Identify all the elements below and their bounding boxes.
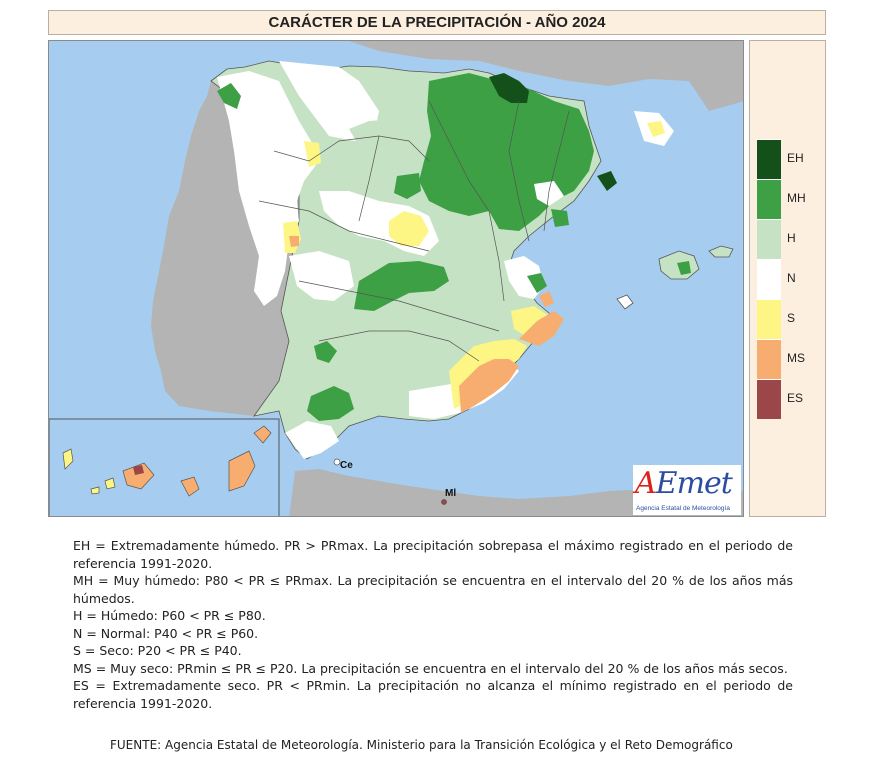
legend-swatch xyxy=(757,219,781,259)
zone-ms-murcia xyxy=(519,311,564,346)
africa-land xyxy=(289,469,743,516)
definition-item: H = Húmedo: P60 < PR ≤ P80. xyxy=(73,608,266,623)
island-grancanaria xyxy=(180,476,200,497)
legend-label: S xyxy=(787,311,796,325)
legend-label: ES xyxy=(787,391,804,405)
island-tenerife-es xyxy=(133,465,144,475)
zone-s-cat xyxy=(647,121,665,137)
map-title: CARÁCTER DE LA PRECIPITACIÓN - AÑO 2024 xyxy=(48,10,826,35)
aemet-logo-word: AEmet xyxy=(635,466,733,501)
zone-normal-center xyxy=(279,61,379,141)
island-lanzarote xyxy=(253,425,272,444)
zone-normal-sw xyxy=(285,421,339,459)
zone-mh-levante xyxy=(527,273,547,293)
legend-label: N xyxy=(787,271,796,285)
ceuta-label: Ce xyxy=(340,460,353,471)
legend-swatch xyxy=(757,139,781,179)
region-boundaries xyxy=(258,100,570,362)
island-fuerteventura xyxy=(228,450,256,492)
zone-ms-ext xyxy=(289,236,299,247)
zone-mh-cuenca xyxy=(394,173,421,199)
island-tenerife xyxy=(122,462,155,490)
legend-item-n: N xyxy=(757,259,819,299)
legend-item-ms: MS xyxy=(757,339,819,379)
map-panel: Ce Ml AEmet Agencia Estatal de Meteorolo… xyxy=(48,40,744,517)
legend-label: MS xyxy=(787,351,805,365)
definition-item: S = Seco: P20 < PR ≤ P40. xyxy=(73,643,242,658)
zone-eh-cat xyxy=(597,171,617,191)
island-lapalma xyxy=(62,448,74,470)
zone-mh-galicia xyxy=(217,83,241,109)
legend-label: EH xyxy=(787,151,804,165)
definition-item: MS = Muy seco: PRmin ≤ PR ≤ P20. La prec… xyxy=(73,660,788,676)
island-hierro xyxy=(90,486,100,495)
island-lagomera xyxy=(104,477,116,490)
definition-item: MH = Muy húmedo: P80 < PR ≤ PRmax. La pr… xyxy=(73,573,793,606)
definition-item: ES = Extremadamente seco. PR < PRmin. La… xyxy=(73,678,793,711)
aemet-logo: AEmet Agencia Estatal de Meteorología xyxy=(633,465,741,515)
legend-label: MH xyxy=(787,191,806,205)
zone-s-madrid xyxy=(389,211,429,246)
zone-mh-leon xyxy=(349,119,421,159)
legend-panel: EH MH H N S MS ES xyxy=(749,40,826,517)
island-ibiza xyxy=(616,294,634,310)
zone-mh-sierra xyxy=(314,341,337,363)
legend-label: H xyxy=(787,231,796,245)
legend-swatch xyxy=(757,299,781,339)
aemet-logo-subtitle: Agencia Estatal de Meteorología xyxy=(636,505,730,512)
ceuta-marker xyxy=(333,458,341,466)
legend-item-eh: EH xyxy=(757,139,819,179)
legend-swatch xyxy=(757,339,781,379)
zone-mh-valencia xyxy=(551,209,569,227)
melilla-label: Ml xyxy=(445,488,457,499)
zone-ms-southeast xyxy=(459,359,519,413)
melilla-marker xyxy=(441,499,447,505)
legend-swatch xyxy=(757,259,781,299)
legend-item-mh: MH xyxy=(757,179,819,219)
definition-item: EH = Extremadamente húmedo. PR > PRmax. … xyxy=(73,538,793,571)
legend-item-h: H xyxy=(757,219,819,259)
zone-eh-basque xyxy=(489,73,529,103)
legend-item-es: ES xyxy=(757,379,819,419)
legend-item-s: S xyxy=(757,299,819,339)
legend-swatch xyxy=(757,179,781,219)
zone-normal-east xyxy=(504,256,544,299)
definitions-block: EH = Extremadamente húmedo. PR > PRmax. … xyxy=(73,537,793,712)
france-land xyxy=(349,41,743,111)
zone-mh-south xyxy=(307,386,354,421)
precipitation-map xyxy=(49,41,743,516)
island-mallorca-mh xyxy=(677,261,691,275)
legend-swatch xyxy=(757,379,781,419)
zone-mh-center xyxy=(354,261,449,311)
island-menorca xyxy=(708,245,734,258)
definition-item: N = Normal: P40 < PR ≤ P60. xyxy=(73,625,259,641)
zone-ms-alicante xyxy=(539,291,554,307)
source-text: FUENTE: Agencia Estatal de Meteorología.… xyxy=(110,738,733,752)
zone-normal-north xyxy=(217,71,319,306)
